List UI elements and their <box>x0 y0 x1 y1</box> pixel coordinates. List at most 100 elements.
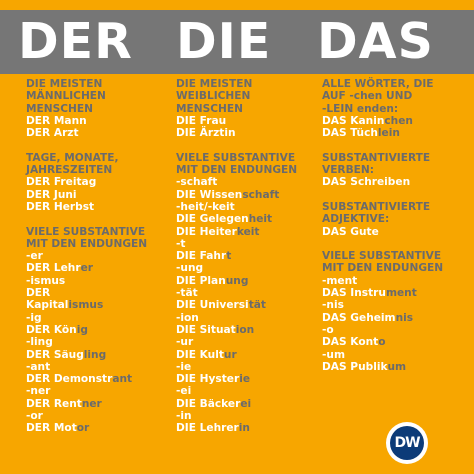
line-text: DER Säug <box>26 348 84 361</box>
rule-heading: VERBEN: <box>322 164 443 176</box>
line-text: -tät <box>176 287 198 300</box>
example-word: -ig <box>26 312 147 324</box>
example-word: DIE Hysterie <box>176 373 297 385</box>
example-word: DAS Tüchlein <box>322 127 443 139</box>
ending-suffix: lein <box>377 127 400 140</box>
rule-heading: DIE MEISTEN <box>26 78 147 90</box>
example-word: -in <box>176 410 297 422</box>
example-word: -ei <box>176 385 297 397</box>
line-text: Kapital <box>26 299 69 312</box>
spacer <box>26 139 147 151</box>
line-text: VERBEN: <box>322 164 375 177</box>
line-text: DIE Gelegen <box>176 213 249 226</box>
ending-suffix: ion <box>235 323 255 336</box>
example-word: -o <box>322 324 443 336</box>
line-text: DAS Geheim <box>322 311 396 324</box>
ending-suffix: tät <box>248 299 266 312</box>
ending-suffix: nis <box>395 311 414 324</box>
spacer <box>322 189 443 201</box>
example-word: -nis <box>322 299 443 311</box>
rule-heading: WEIBLICHEN <box>176 90 297 102</box>
line-text: DER Lehr <box>26 262 81 275</box>
spacer <box>322 139 443 151</box>
example-word: -ie <box>176 361 297 373</box>
line-text: -in <box>176 410 192 423</box>
dw-logo-circle: DW <box>390 426 424 460</box>
line-text: JAHRESZEITEN <box>26 164 113 177</box>
line-text: DIE MEISTEN <box>26 78 103 90</box>
line-text: DER Mann <box>26 114 87 127</box>
example-word: DIE Universität <box>176 299 297 311</box>
example-word: -t <box>176 238 297 250</box>
example-word: DIE Wissenschaft <box>176 189 297 201</box>
line-text: MENSCHEN <box>176 102 244 115</box>
line-text: DAS Kont <box>322 336 379 349</box>
line-text: -t <box>176 237 186 250</box>
line-text: DER Demonstr <box>26 373 113 386</box>
line-text: MENSCHEN <box>26 102 94 115</box>
ending-suffix: ie <box>239 373 251 386</box>
line-text: DER Mot <box>26 422 77 435</box>
line-text: DAS Schreiben <box>322 176 411 189</box>
line-text: VIELE SUBSTANTIVE <box>322 250 442 263</box>
example-word: DIE Fahrt <box>176 250 297 262</box>
line-text: DAS Tüch <box>322 127 378 140</box>
line-text: ALLE WÖRTER, DIE <box>322 78 434 90</box>
line-text: -ling <box>26 336 53 349</box>
example-word: -um <box>322 349 443 361</box>
line-text: DIE Situat <box>176 323 236 336</box>
line-text: -LEIN enden: <box>322 102 399 115</box>
ending-suffix: ei <box>240 397 252 410</box>
line-text: DAS Publik <box>322 360 388 373</box>
line-text: AUF -chen UND <box>322 90 413 103</box>
title-die: DIE <box>176 13 272 70</box>
ending-suffix: ling <box>83 348 107 361</box>
example-word: DER Herbst <box>26 201 147 213</box>
line-text: DER Juni <box>26 188 77 201</box>
rule-heading: SUBSTANTIVIERTE <box>322 201 443 213</box>
line-text: DER Kön <box>26 323 77 336</box>
rule-heading: MIT DEN ENDUNGEN <box>176 164 297 176</box>
column-die: DIE MEISTEN WEIBLICHEN MENSCHEN DIE Frau DIE… <box>176 78 297 435</box>
ending-suffix: o <box>378 336 386 349</box>
example-word: DER <box>26 287 147 299</box>
spacer <box>322 238 443 250</box>
title-das: DAS <box>317 13 434 70</box>
dw-logo: DW <box>386 422 428 464</box>
rule-heading: MENSCHEN <box>176 103 297 115</box>
line-text: DIE Kult <box>176 348 224 361</box>
rule-heading: JAHRESZEITEN <box>26 164 147 176</box>
ending-suffix: ismus <box>68 299 104 312</box>
example-word: -ion <box>176 312 297 324</box>
ending-suffix: heit <box>248 213 273 226</box>
ending-suffix: or <box>76 422 90 435</box>
title-der: DER <box>18 13 133 70</box>
line-text: VIELE SUBSTANTIVE <box>26 225 146 238</box>
line-text: -ion <box>176 311 199 324</box>
line-text: -or <box>26 410 43 423</box>
line-text: -heit/-keit <box>176 200 235 213</box>
example-word: DER Säugling <box>26 349 147 361</box>
line-text: MÄNNLICHEN <box>26 90 106 103</box>
example-word: DER Mann <box>26 115 147 127</box>
example-word: DAS Publikum <box>322 361 443 373</box>
example-word: -ung <box>176 262 297 274</box>
rule-heading: ADJEKTIVE: <box>322 213 443 225</box>
line-text: DIE Wissen <box>176 188 243 201</box>
ending-suffix: keit <box>236 225 260 238</box>
example-word: DER Arzt <box>26 127 147 139</box>
example-word: DAS Kaninchen <box>322 115 443 127</box>
line-text: DIE Frau <box>176 114 227 127</box>
line-text: MIT DEN ENDUNGEN <box>176 164 298 177</box>
example-word: DAS Schreiben <box>322 176 443 188</box>
spacer <box>26 213 147 225</box>
dw-logo-text: DW <box>394 435 420 451</box>
example-word: DIE Planung <box>176 275 297 287</box>
line-text: -er <box>26 250 43 263</box>
example-word: DER Rentner <box>26 398 147 410</box>
ending-suffix: er <box>80 262 93 275</box>
line-text: DIE Hyster <box>176 373 240 386</box>
ending-suffix: chen <box>384 114 413 127</box>
example-word: -ant <box>26 361 147 373</box>
line-text: MIT DEN ENDUNGEN <box>322 262 444 275</box>
